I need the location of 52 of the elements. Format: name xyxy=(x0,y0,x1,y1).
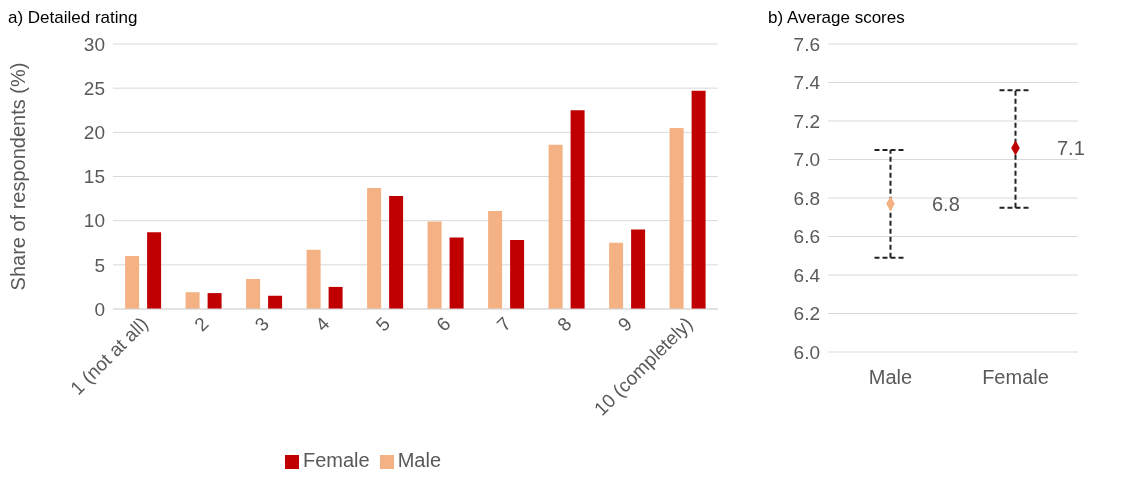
legend-label: Male xyxy=(397,449,442,471)
y-tick-label: 6.8 xyxy=(793,187,820,209)
x-tick-label: Male xyxy=(868,366,913,389)
y-tick-label: 0 xyxy=(94,298,105,320)
bar xyxy=(328,286,343,309)
bar xyxy=(691,90,706,309)
data-label: 6.8 xyxy=(931,192,960,215)
bar xyxy=(427,221,442,309)
x-tick-label: 5 xyxy=(371,312,395,336)
bar xyxy=(246,278,261,309)
bar xyxy=(449,237,464,309)
legend-label: Female xyxy=(302,449,370,471)
bar xyxy=(268,295,283,309)
x-tick-label: 3 xyxy=(250,312,274,336)
x-tick-label: 4 xyxy=(311,312,334,336)
y-tick-label: 7.6 xyxy=(793,33,820,55)
chart-title: a) Detailed rating xyxy=(8,8,139,29)
bar xyxy=(125,256,140,309)
bar xyxy=(389,195,404,309)
bar xyxy=(548,144,563,309)
y-tick-label: 10 xyxy=(83,210,105,232)
bar xyxy=(185,292,200,309)
y-tick-label: 6.6 xyxy=(793,226,820,248)
y-tick-label: 20 xyxy=(83,122,105,144)
y-tick-label: 25 xyxy=(83,77,105,99)
y-tick-label: 7.4 xyxy=(793,72,821,94)
y-tick-label: 6.4 xyxy=(793,264,821,286)
y-tick-label: 15 xyxy=(83,166,105,188)
x-tick-label: 2 xyxy=(190,312,213,336)
bar xyxy=(609,242,624,309)
bar xyxy=(669,127,684,309)
bar xyxy=(147,232,162,309)
x-tick-label: 8 xyxy=(553,312,576,336)
data-label: 7.1 xyxy=(1056,136,1085,159)
y-tick-label: 6.0 xyxy=(793,341,820,363)
x-tick-label: 7 xyxy=(492,312,516,336)
bar xyxy=(488,210,503,309)
y-tick-label: 30 xyxy=(83,33,105,55)
y-axis-title: Share of respondents (%) xyxy=(7,62,30,291)
bar xyxy=(631,229,646,309)
bar xyxy=(367,187,382,309)
y-tick-label: 5 xyxy=(94,254,105,276)
bar xyxy=(306,249,321,309)
y-tick-label: 7.0 xyxy=(793,149,820,171)
chart-title: b) Average scores xyxy=(768,8,906,29)
x-tick-label: 6 xyxy=(432,312,455,336)
bar xyxy=(570,110,585,309)
bar xyxy=(510,240,525,309)
y-tick-label: 6.2 xyxy=(793,303,820,325)
x-tick-label: Female xyxy=(982,366,1049,389)
y-tick-label: 7.2 xyxy=(793,110,820,132)
bar xyxy=(207,293,222,309)
